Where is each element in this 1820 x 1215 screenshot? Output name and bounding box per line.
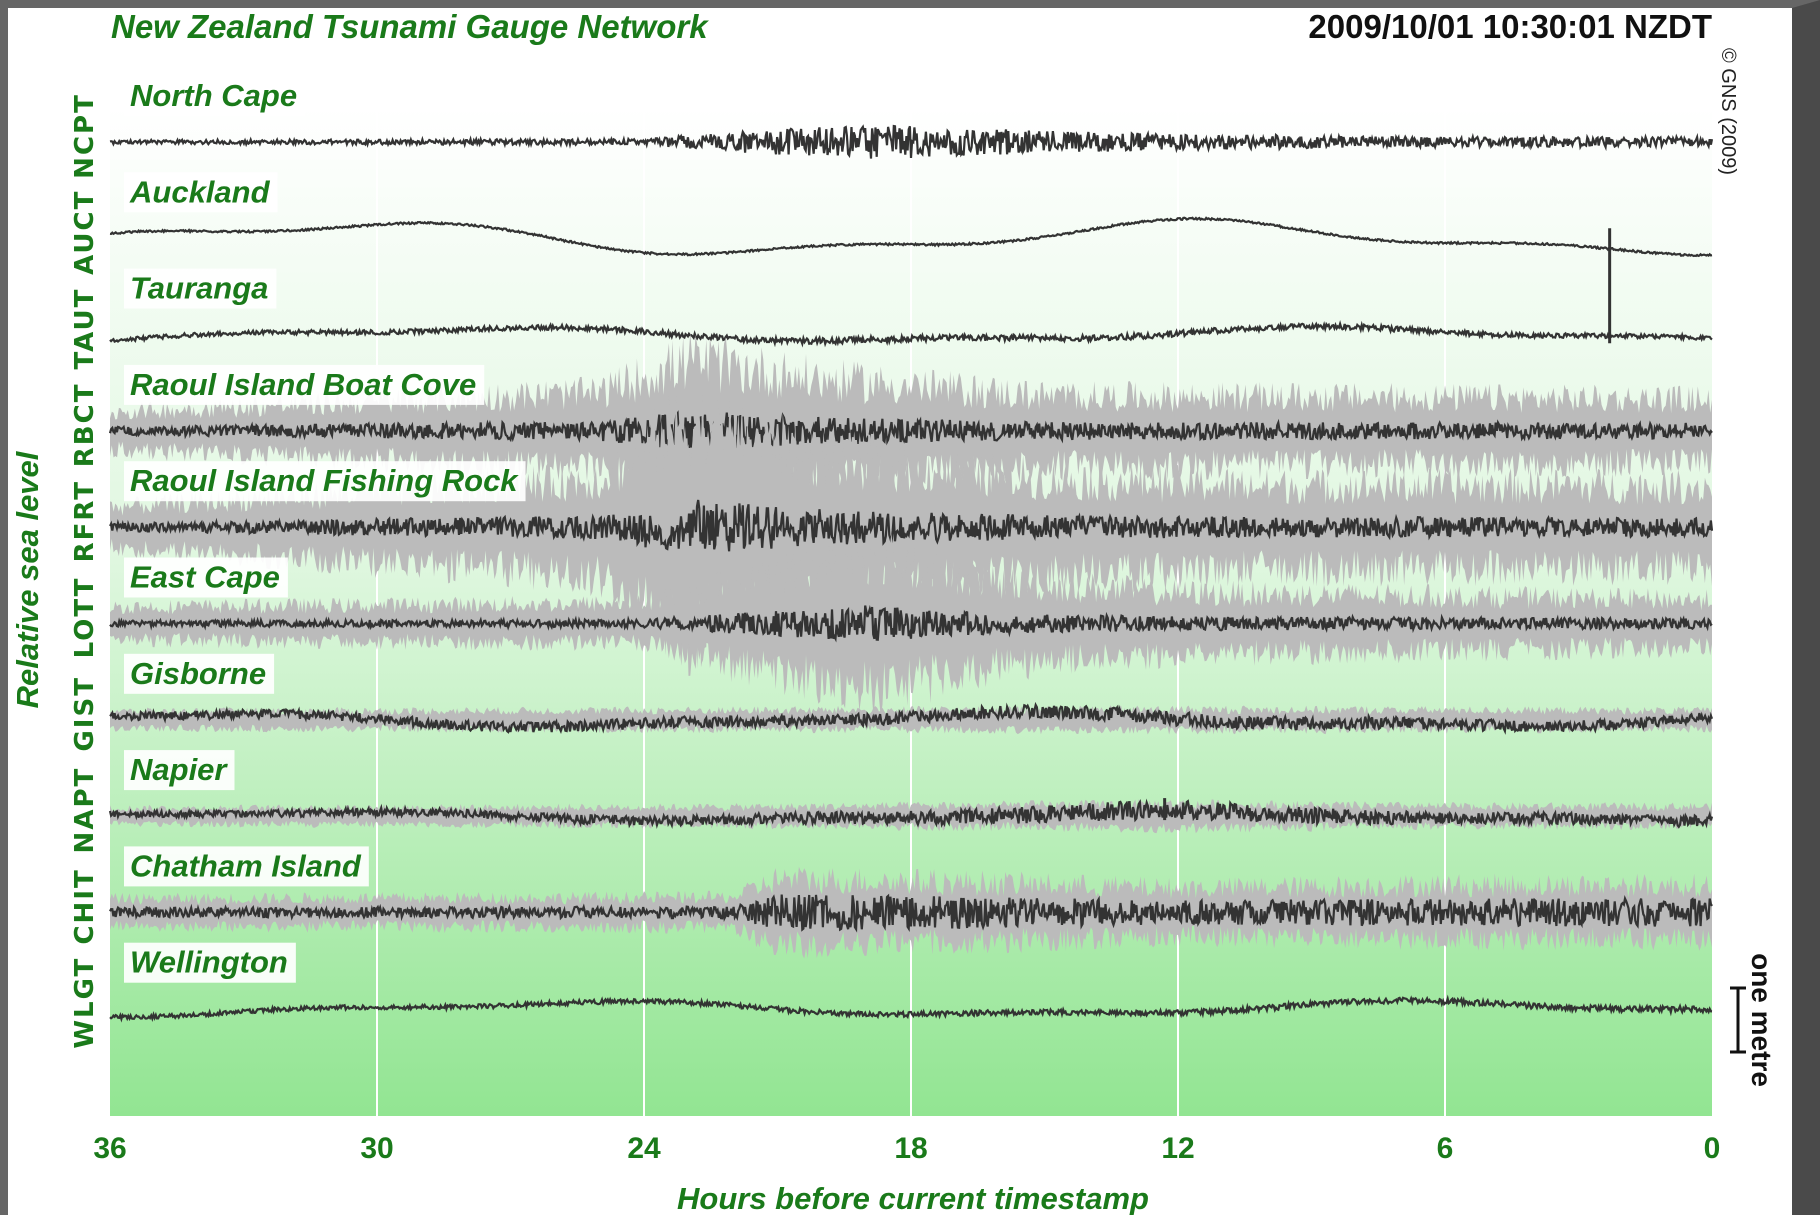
station-label-wlgt: Wellington bbox=[130, 945, 288, 980]
station-labels: North Cape Auckland Tauranga Raoul Island B… bbox=[124, 76, 526, 983]
filtered-trace-rfrt bbox=[109, 499, 1714, 552]
station-label-bg-gist bbox=[124, 653, 275, 694]
filtered-trace-chit bbox=[109, 893, 1713, 933]
station-label-bg-lott bbox=[124, 557, 288, 598]
x-tick-6: 6 bbox=[1437, 1132, 1454, 1165]
station-label-bg-rfrt bbox=[124, 461, 526, 502]
station-label-bg-napt bbox=[124, 750, 235, 791]
station-codes: NCPT AUCT TAUT RBCT RFRT LOTT GIST NAPT CHIT WLGT bbox=[70, 93, 100, 1048]
station-label-bg-auct bbox=[124, 172, 278, 213]
station-label-bg-taut bbox=[124, 268, 277, 309]
x-tick-36: 36 bbox=[93, 1132, 126, 1165]
station-label-bg-rbct bbox=[124, 364, 485, 405]
station-label-taut: Tauranga bbox=[130, 271, 268, 306]
x-tick-12: 12 bbox=[1161, 1132, 1194, 1165]
copyright-credit: © GNS (2009) bbox=[1717, 48, 1739, 175]
station-label-rfrt: Raoul Island Fishing Rock bbox=[130, 463, 519, 498]
station-label-chit: Chatham Island bbox=[130, 848, 362, 883]
station-code-rfrt: RFRT bbox=[70, 480, 100, 562]
filtered-trace-lott bbox=[109, 604, 1713, 643]
station-label-bg-ncpt bbox=[124, 76, 306, 116]
y-axis-title: Relative sea level bbox=[10, 450, 45, 708]
filtered-trace-ncpt bbox=[109, 124, 1714, 159]
station-label-bg-chit bbox=[124, 846, 369, 887]
x-tick-24: 24 bbox=[627, 1132, 661, 1165]
x-tick-30: 30 bbox=[360, 1132, 393, 1165]
scale-bar: one metre bbox=[1730, 953, 1777, 1087]
timestamp: 2009/10/01 10:30:01 NZDT bbox=[1308, 8, 1712, 45]
station-label-rbct: Raoul Island Boat Cove bbox=[130, 367, 476, 402]
station-code-auct: AUCT bbox=[70, 190, 100, 275]
filtered-trace-rbct bbox=[108, 410, 1713, 449]
station-code-ncpt: NCPT bbox=[70, 93, 100, 179]
station-label-auct: Auckland bbox=[129, 174, 271, 209]
station-label-napt: Napier bbox=[130, 752, 228, 787]
x-tick-18: 18 bbox=[894, 1132, 927, 1165]
station-code-wlgt: WLGT bbox=[70, 957, 100, 1049]
station-label-gist: Gisborne bbox=[130, 656, 266, 691]
x-axis-title: Hours before current timestamp bbox=[677, 1181, 1149, 1215]
station-label-ncpt: North Cape bbox=[130, 78, 297, 113]
x-tick-0: 0 bbox=[1704, 1132, 1721, 1165]
x-axis-ticks: 36 30 24 18 12 6 0 bbox=[93, 1132, 1720, 1165]
station-label-lott: East Cape bbox=[130, 560, 280, 595]
station-code-chit: CHIT bbox=[70, 868, 100, 944]
station-code-rbct: RBCT bbox=[70, 383, 100, 468]
filtered-trace-wlgt bbox=[109, 994, 1713, 1023]
station-code-gist: GIST bbox=[70, 676, 100, 751]
filtered-trace-taut bbox=[109, 320, 1713, 348]
scale-bar-label: one metre bbox=[1746, 953, 1777, 1087]
filtered-trace-napt bbox=[108, 798, 1714, 829]
station-code-lott: LOTT bbox=[70, 577, 100, 659]
raw-trace-rfrt bbox=[110, 392, 1712, 676]
station-code-taut: TAUT bbox=[70, 288, 100, 370]
filtered-trace-auct bbox=[109, 216, 1713, 258]
chart-title: New Zealand Tsunami Gauge Network bbox=[111, 8, 709, 45]
station-code-napt: NAPT bbox=[70, 767, 100, 854]
station-label-bg-wlgt bbox=[124, 942, 296, 983]
filtered-trace-gist bbox=[109, 701, 1714, 735]
